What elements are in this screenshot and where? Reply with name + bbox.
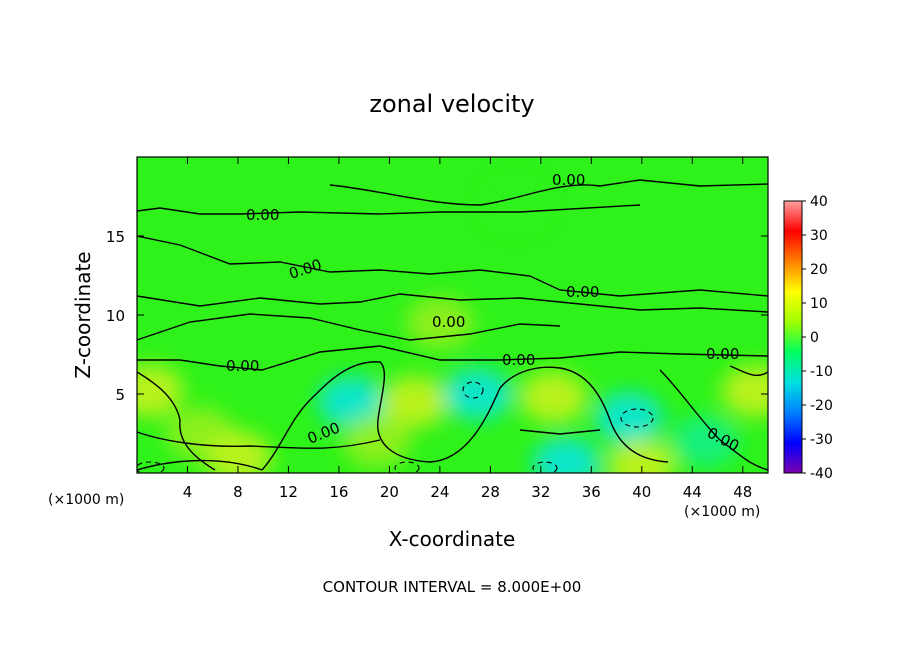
plot-area: 0.00 0.00 0.00 0.00 0.00 0.00 0.00 0.00 … bbox=[137, 157, 768, 473]
colorbar-tick-label: 0 bbox=[810, 330, 819, 346]
colorbar-tick-label: 30 bbox=[810, 228, 828, 244]
field-feature bbox=[721, 364, 768, 417]
x-tick-label: 16 bbox=[329, 483, 348, 501]
y-axis: 5 10 15 bbox=[106, 228, 768, 404]
contour-line bbox=[659, 369, 768, 471]
field-feature bbox=[443, 368, 512, 420]
x-tick-label: 48 bbox=[733, 483, 752, 501]
negative-contour bbox=[394, 461, 420, 473]
contour-label: 0.00 bbox=[706, 345, 739, 363]
contour-line bbox=[137, 235, 768, 297]
colorbar-tick-label: -30 bbox=[810, 432, 833, 448]
contour-line bbox=[137, 371, 216, 471]
contour-interval-text: CONTOUR INTERVAL = 8.000E+00 bbox=[323, 578, 582, 596]
field-feature bbox=[670, 415, 739, 468]
field-feature bbox=[317, 375, 386, 428]
contour-label: 0.00 bbox=[566, 283, 599, 301]
contour-line bbox=[519, 429, 601, 435]
x-tick-label: 44 bbox=[683, 483, 702, 501]
x-axis: 4 8 12 16 20 24 28 32 36 40 44 48 bbox=[183, 157, 752, 501]
contour-line bbox=[137, 204, 641, 215]
contour-line bbox=[137, 293, 768, 313]
negative-contour bbox=[620, 408, 654, 428]
colorbar-tick-label: -10 bbox=[810, 364, 833, 380]
x-unit-left: (×1000 m) bbox=[48, 492, 124, 508]
negative-contour bbox=[532, 461, 558, 473]
field-feature bbox=[380, 375, 449, 428]
chart-title: zonal velocity bbox=[369, 90, 534, 118]
field-feature bbox=[595, 391, 664, 444]
colorbar-tick-label: -20 bbox=[810, 398, 833, 414]
colorbar-gradient bbox=[783, 200, 803, 474]
y-tick-label: 10 bbox=[106, 307, 125, 325]
field-feature bbox=[481, 178, 550, 231]
field-feature bbox=[519, 371, 588, 424]
x-unit-right: (×1000 m) bbox=[684, 504, 760, 520]
contour-line bbox=[137, 345, 768, 371]
x-tick-label: 32 bbox=[531, 483, 550, 501]
x-tick-label: 24 bbox=[430, 483, 449, 501]
contour-label: 0.00 bbox=[552, 171, 585, 189]
negative-contour bbox=[462, 381, 484, 399]
contour-line bbox=[137, 431, 381, 449]
x-tick-label: 28 bbox=[481, 483, 500, 501]
contour-line bbox=[329, 179, 768, 206]
colorbar: 40 30 20 10 0 -10 -20 -30 -40 bbox=[783, 194, 833, 482]
contour-label: 0.00 bbox=[432, 313, 465, 331]
contour-label: 0.00 bbox=[502, 351, 535, 369]
negative-contours bbox=[137, 381, 654, 473]
y-tick-label: 15 bbox=[106, 228, 125, 246]
colorbar-tick-label: 10 bbox=[810, 296, 828, 312]
colorbar-tick-label: 40 bbox=[810, 194, 828, 210]
field-features bbox=[137, 178, 768, 473]
x-tick-label: 4 bbox=[183, 483, 193, 501]
contour-line bbox=[137, 313, 561, 341]
contour-line bbox=[261, 361, 669, 471]
y-tick-label: 5 bbox=[115, 386, 125, 404]
y-axis-label: Z-coordinate bbox=[71, 251, 95, 378]
contour-line bbox=[137, 459, 263, 471]
x-tick-label: 12 bbox=[279, 483, 298, 501]
x-tick-label: 20 bbox=[380, 483, 399, 501]
colorbar-tick-label: -40 bbox=[810, 466, 833, 482]
negative-contour bbox=[137, 461, 165, 473]
contour-label: 0.00 bbox=[226, 357, 259, 375]
field-feature bbox=[137, 364, 184, 417]
field-feature bbox=[532, 437, 601, 473]
colorbar-ticks: 40 30 20 10 0 -10 -20 -30 -40 bbox=[802, 194, 833, 482]
field-feature bbox=[203, 431, 272, 473]
x-tick-label: 36 bbox=[582, 483, 601, 501]
x-tick-label: 40 bbox=[632, 483, 651, 501]
colorbar-tick-label: 20 bbox=[810, 262, 828, 278]
x-axis-label: X-coordinate bbox=[389, 527, 516, 551]
contour-label: 0.00 bbox=[246, 206, 279, 224]
x-tick-label: 8 bbox=[233, 483, 243, 501]
contour-line bbox=[729, 365, 768, 376]
contour-lines bbox=[137, 179, 768, 471]
